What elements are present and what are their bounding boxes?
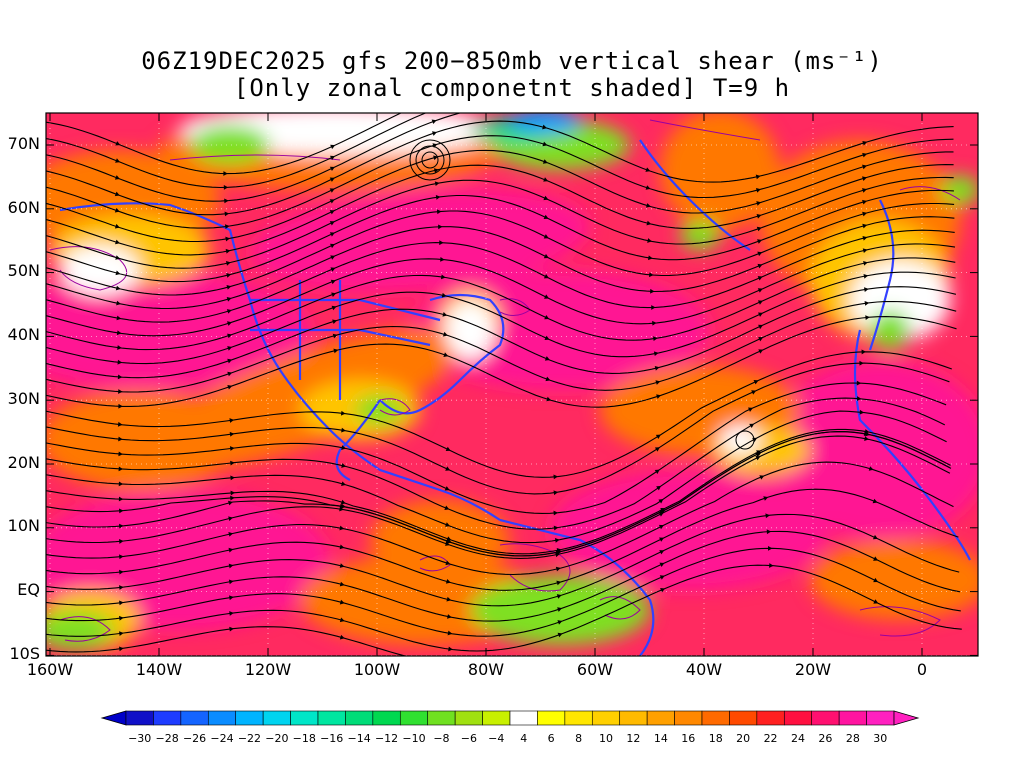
lat-label: 10S xyxy=(9,644,40,663)
colorbar-label: 30 xyxy=(873,732,888,745)
lat-label: 30N xyxy=(7,389,40,408)
colorbar-label: 26 xyxy=(818,732,833,745)
lat-label: 60N xyxy=(7,198,40,217)
title-line-1: 06Z19DEC2025 gfs 200−850mb vertical shea… xyxy=(141,47,883,75)
colorbar-label: 20 xyxy=(736,732,751,745)
colorbar-label: 24 xyxy=(791,732,805,745)
shaded-field xyxy=(46,113,978,656)
lon-label: 160W xyxy=(26,660,74,679)
colorbar-label: 18 xyxy=(708,732,723,745)
lon-label: 100W xyxy=(353,660,401,679)
title-line-2: [Only zonal componetnt shaded] T=9 h xyxy=(233,74,791,102)
lon-label: 60W xyxy=(576,660,614,679)
colorbar-label: 8 xyxy=(575,732,583,745)
lat-label: 10N xyxy=(7,516,40,535)
colorbar-label: −18 xyxy=(292,732,316,745)
lon-label: 40W xyxy=(685,660,723,679)
colorbar-label: −30 xyxy=(128,732,152,745)
colorbar-label: 28 xyxy=(845,732,860,745)
lat-label: 70N xyxy=(7,134,40,153)
colorbar-label: −12 xyxy=(374,732,399,745)
lat-label: EQ xyxy=(17,580,40,599)
colorbar-label: 4 xyxy=(520,732,528,745)
lat-label: 40N xyxy=(7,325,40,344)
colorbar-label: −14 xyxy=(347,732,371,745)
colorbar-label: 6 xyxy=(547,732,555,745)
colorbar-label: −28 xyxy=(155,732,179,745)
colorbar-label: −6 xyxy=(460,732,477,745)
colorbar-label: 14 xyxy=(653,732,668,745)
colorbar-label: 22 xyxy=(763,732,778,745)
map-frame xyxy=(45,112,979,657)
lat-label: 50N xyxy=(7,261,40,280)
colorbar-label: −24 xyxy=(210,732,234,745)
streamlines xyxy=(46,113,962,656)
colorbar-label: −20 xyxy=(265,732,289,745)
lon-label: 80W xyxy=(467,660,505,679)
lon-label: 140W xyxy=(135,660,183,679)
colorbar-label: −22 xyxy=(237,732,262,745)
lon-label: 20W xyxy=(794,660,832,679)
axis-ticks xyxy=(46,113,978,656)
lat-label: 20N xyxy=(7,453,40,472)
colorbar-label: 12 xyxy=(626,732,641,745)
colorbar-label: −10 xyxy=(402,732,426,745)
colorbar-label: −8 xyxy=(433,732,450,745)
colorbar-label: −16 xyxy=(320,732,344,745)
colorbar-label: 10 xyxy=(599,732,613,745)
lon-label: 0 xyxy=(916,660,928,679)
colorbar-label: −26 xyxy=(182,732,207,745)
colorbar-label: −4 xyxy=(488,732,505,745)
colorbar-label: 16 xyxy=(681,732,696,745)
lon-label: 120W xyxy=(244,660,292,679)
